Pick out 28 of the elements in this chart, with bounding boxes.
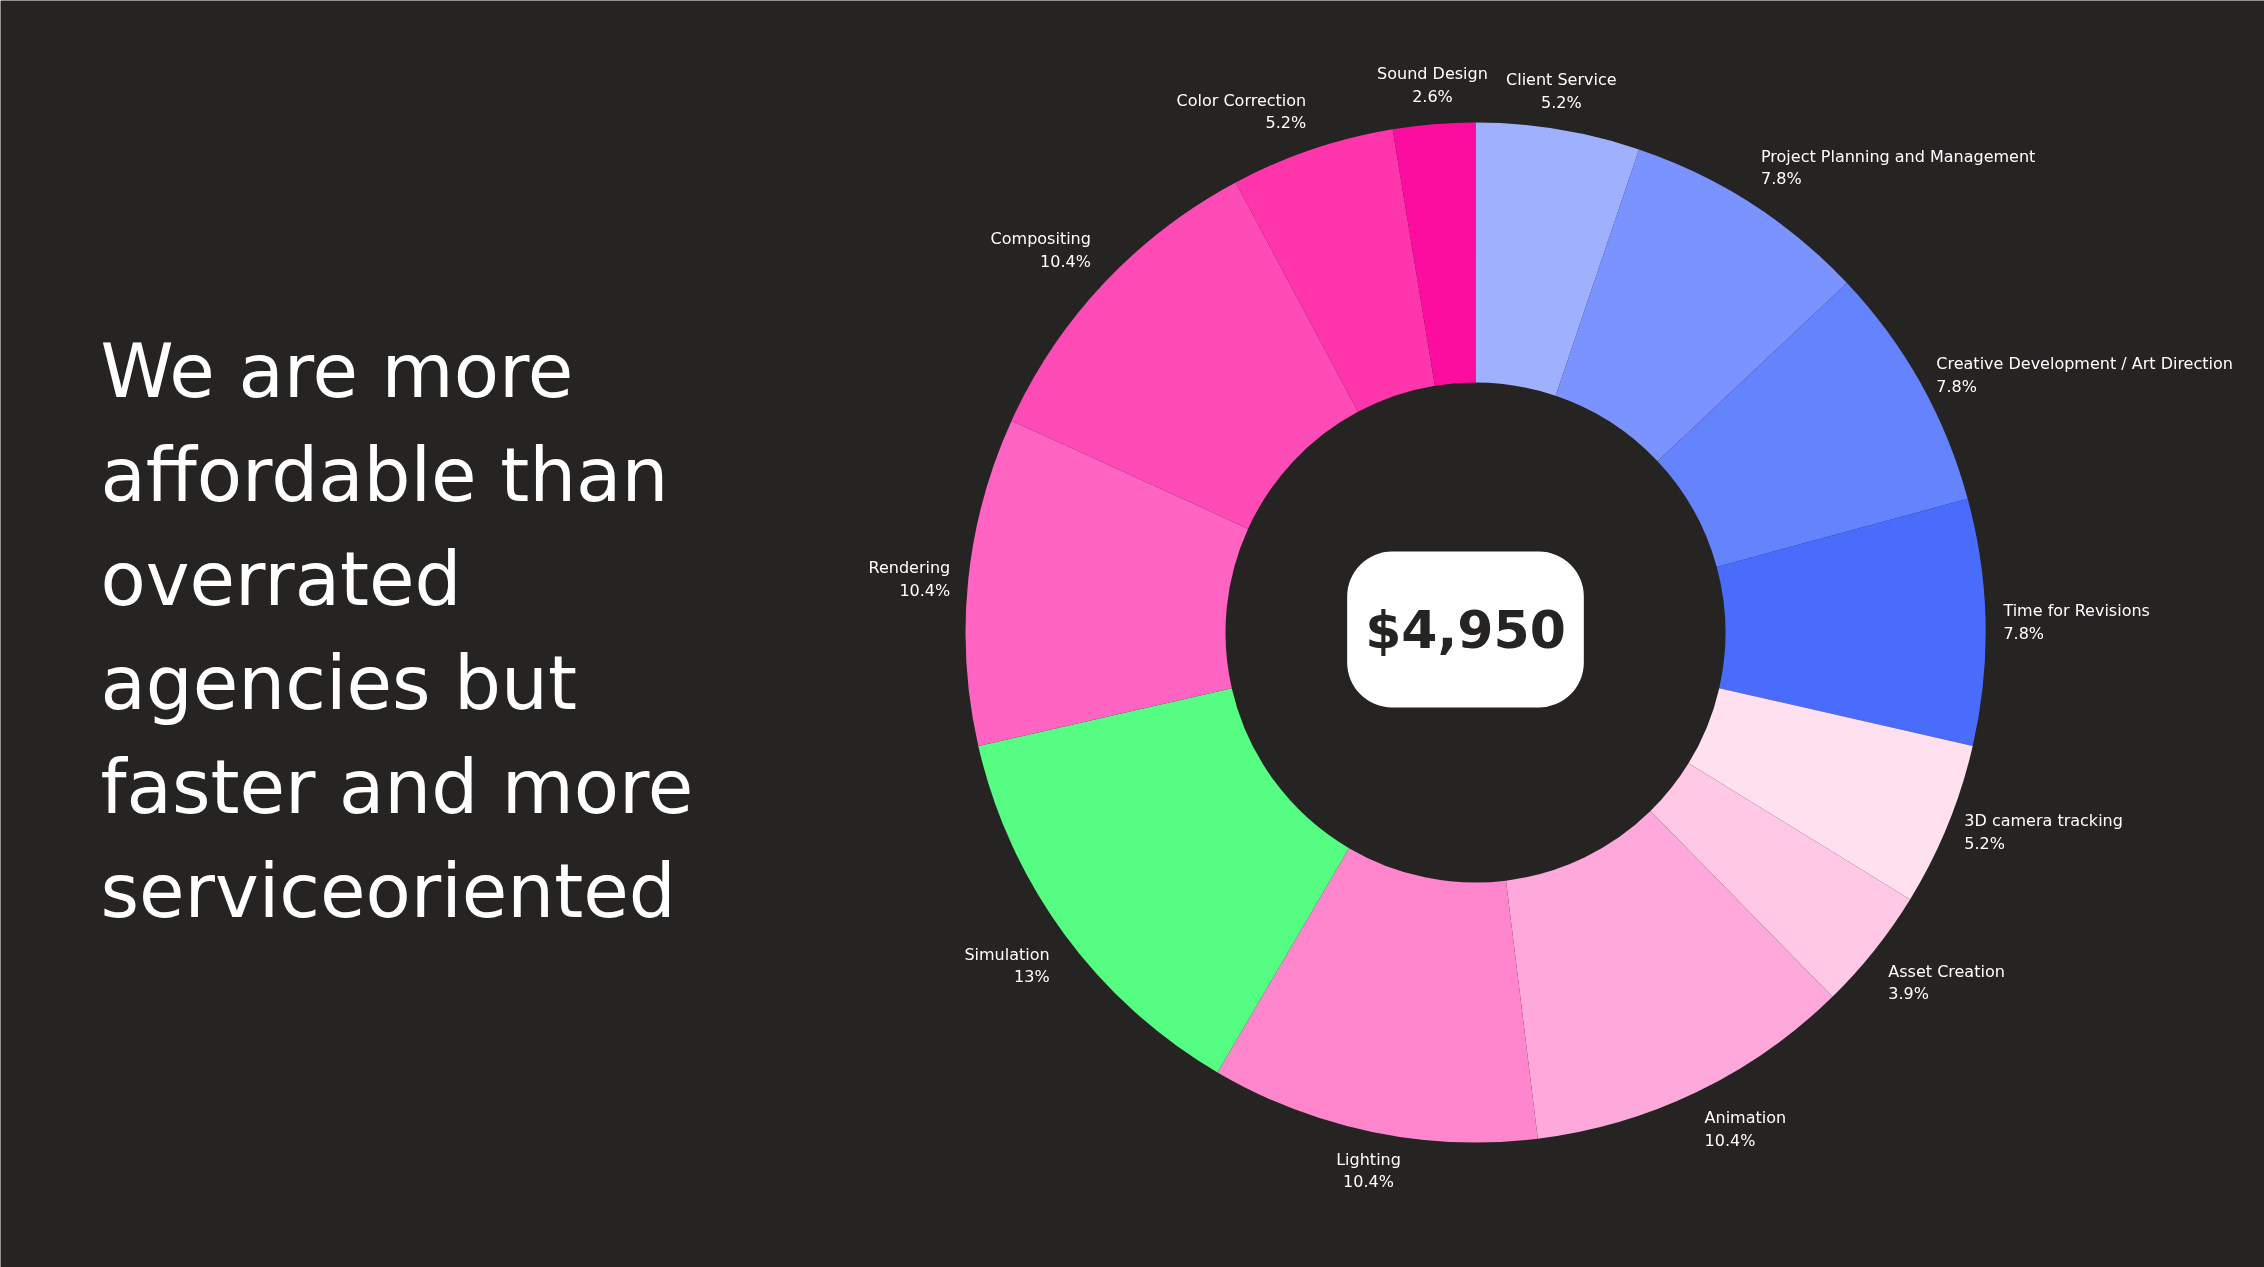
slice-label: Asset Creation bbox=[1888, 961, 2005, 981]
slice-label: Time for Revisions bbox=[2002, 600, 2150, 620]
slice-label: 3D camera tracking bbox=[1964, 811, 2123, 831]
data-label: 7.8% bbox=[2003, 623, 2045, 643]
data-label: 3.9% bbox=[1888, 984, 1929, 1004]
slice-label: Project Planning and Management bbox=[1760, 146, 2036, 166]
data-label: 2.6% bbox=[1412, 87, 1453, 107]
data-label: 5.2% bbox=[1540, 92, 1582, 112]
text: $4,950 bbox=[1365, 599, 1566, 660]
slice-label: Sound Design bbox=[1377, 64, 1488, 84]
data-label: 10.4% bbox=[899, 580, 951, 600]
text: We are more affordable than overrated agencies but faster and more serviceoriented bbox=[100, 327, 694, 934]
slice-label: Rendering bbox=[868, 557, 951, 577]
slice-label: Compositing bbox=[990, 228, 1091, 248]
slice-label: Lighting bbox=[1336, 1149, 1401, 1169]
data-label: 10.4% bbox=[1343, 1172, 1394, 1192]
slice-label: Animation bbox=[1704, 1108, 1787, 1128]
slice-label: Color Correction bbox=[1176, 90, 1307, 110]
slice-label: Creative Development / Art Direction bbox=[1936, 353, 2233, 373]
data-label: 10.4% bbox=[1040, 251, 1091, 271]
data-label: 5.2% bbox=[1265, 113, 1307, 133]
slice-label: Client Service bbox=[1506, 69, 1617, 89]
data-label: 7.8% bbox=[1760, 169, 1802, 189]
slice-label: Simulation bbox=[964, 944, 1050, 964]
data-label: 7.8% bbox=[1936, 376, 1977, 396]
data-label: 13% bbox=[1014, 967, 1050, 987]
data-label: 5.2% bbox=[1964, 833, 2005, 853]
data-label: 10.4% bbox=[1704, 1131, 1756, 1151]
